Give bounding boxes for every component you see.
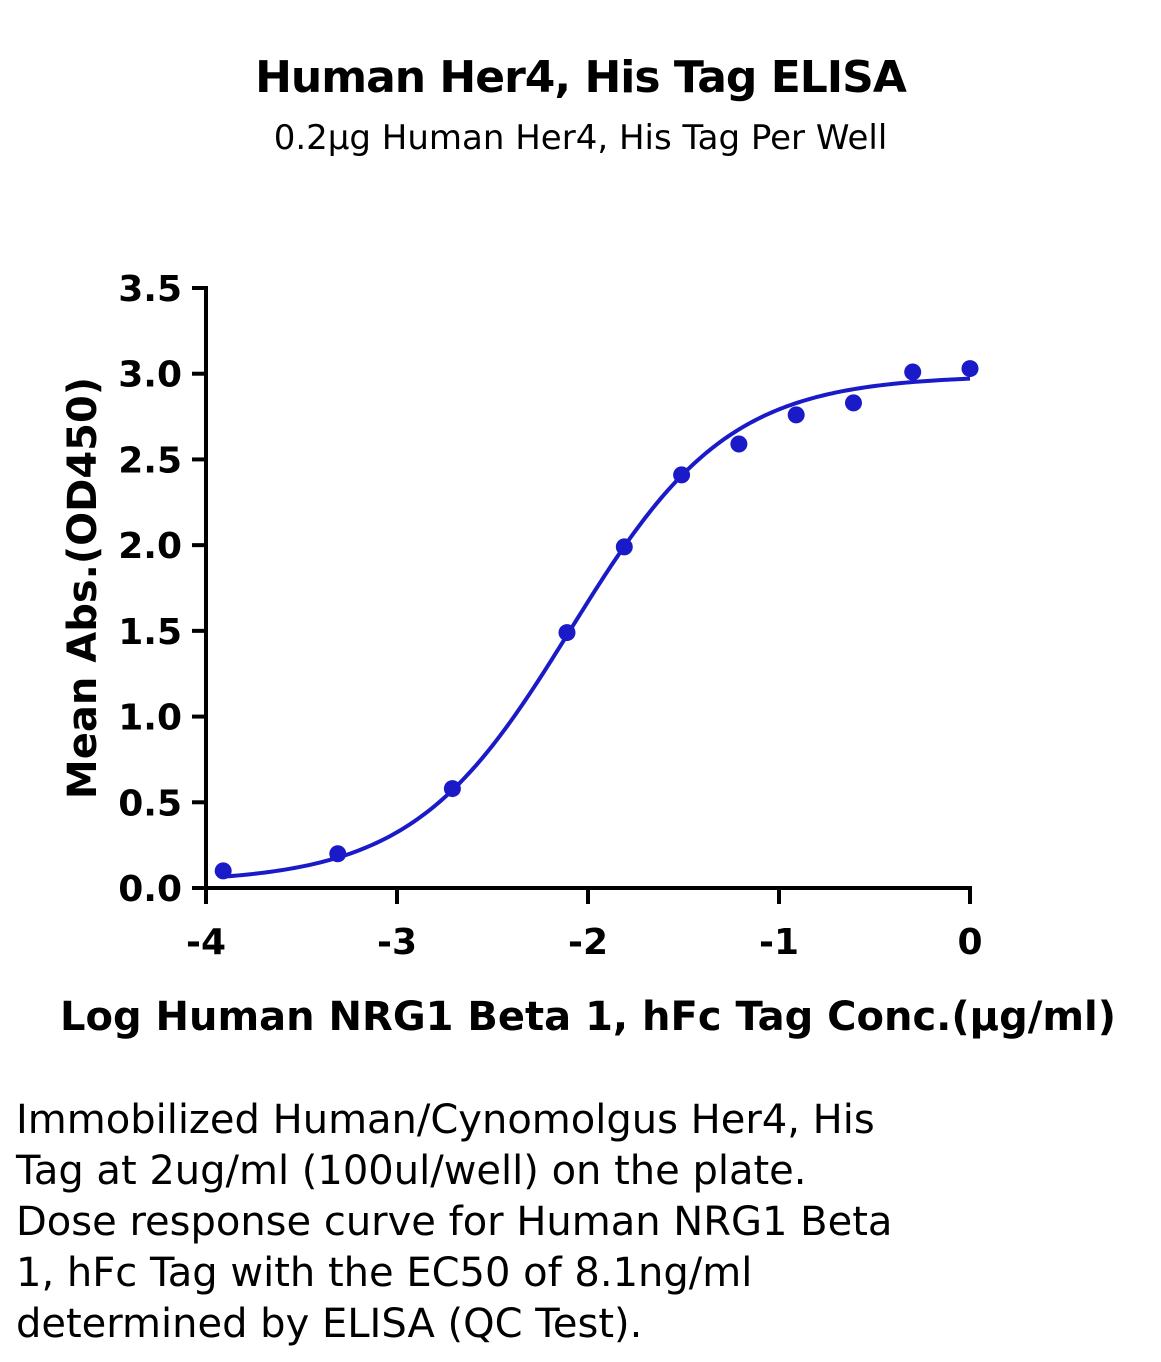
y-tick-label: 0.5: [118, 783, 182, 824]
x-tick-label: -4: [186, 922, 226, 963]
x-tick-label: 0: [957, 922, 982, 963]
fit-curve-layer: [223, 376, 971, 879]
chart-axes: 0.0 0.5 1.0 1.5 2.0 2.5 3.0 3.5 -4 -3 -2 -1 0: [118, 269, 982, 963]
data-point: [558, 624, 576, 642]
x-axis-label: Log Human NRG1 Beta 1, hFc Tag Conc.(µg/…: [60, 994, 1116, 1040]
x-tick-label: -1: [759, 922, 799, 963]
data-point: [844, 394, 862, 412]
data-point: [787, 406, 805, 424]
caption-line: 1, hFc Tag with the EC50 of 8.1ng/ml: [16, 1250, 753, 1296]
data-point: [214, 862, 232, 880]
y-tick-label: 3.0: [118, 355, 182, 396]
data-point: [615, 538, 633, 556]
chart-subtitle: 0.2µg Human Her4, His Tag Per Well: [273, 118, 888, 158]
caption-line: determined by ELISA (QC Test).: [16, 1301, 643, 1347]
y-tick-label: 1.5: [118, 612, 182, 653]
chart-title: Human Her4, His Tag ELISA: [255, 52, 907, 103]
data-point: [673, 466, 691, 484]
x-tick-label: -3: [377, 922, 417, 963]
y-tick-label: 2.5: [118, 440, 182, 481]
caption-line: Immobilized Human/Cynomolgus Her4, His: [16, 1097, 875, 1143]
data-point: [961, 360, 979, 378]
data-point: [329, 845, 347, 863]
figure-caption: Immobilized Human/Cynomolgus Her4, His T…: [16, 1095, 1116, 1350]
y-axis-label: Mean Abs.(OD450): [60, 377, 106, 799]
data-points-layer: [214, 360, 979, 880]
data-point: [730, 435, 748, 453]
x-tick-label: -2: [568, 922, 608, 963]
data-point: [904, 363, 922, 381]
caption-line: Dose response curve for Human NRG1 Beta: [16, 1199, 893, 1245]
caption-line: Tag at 2ug/ml (100ul/well) on the plate.: [16, 1148, 807, 1194]
y-tick-label: 0.0: [118, 869, 182, 910]
y-tick-label: 1.0: [118, 698, 182, 739]
y-tick-label: 3.5: [118, 269, 182, 310]
y-tick-label: 2.0: [118, 526, 182, 567]
fit-curve: [223, 376, 971, 879]
data-point: [443, 780, 461, 798]
elisa-chart: 0.0 0.5 1.0 1.5 2.0 2.5 3.0 3.5 -4 -3 -2 -1 0 Mean A…: [60, 269, 1116, 1040]
